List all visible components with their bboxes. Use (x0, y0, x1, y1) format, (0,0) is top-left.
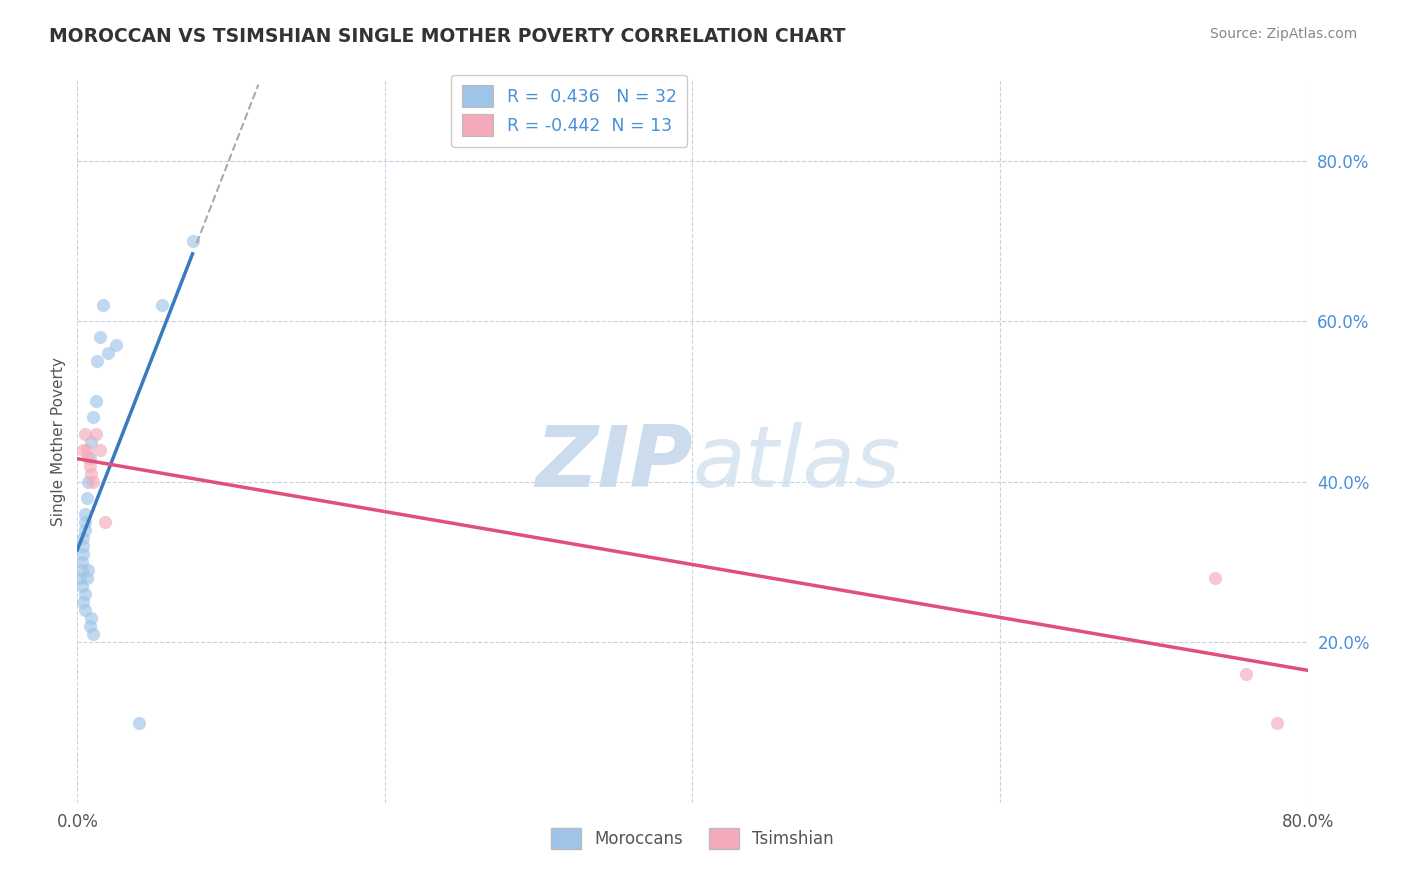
Point (1234, 667, 1257, 681)
Point (86, 354, 108, 368)
Point (80, 434, 103, 449)
Text: MOROCCAN VS TSIMSHIAN SINGLE MOTHER POVERTY CORRELATION CHART: MOROCCAN VS TSIMSHIAN SINGLE MOTHER POVE… (49, 27, 846, 45)
Point (72, 442, 94, 457)
Point (72, 547, 94, 561)
Point (72, 531, 94, 545)
Point (84, 394, 107, 409)
Point (79, 450, 101, 465)
Point (1204, 571, 1226, 585)
Point (93, 298, 115, 312)
Point (1265, 715, 1288, 730)
Point (181, 234, 204, 248)
Point (73, 507, 96, 521)
Point (73, 603, 96, 617)
Point (79, 619, 101, 633)
Point (77, 450, 100, 465)
Point (70, 579, 93, 593)
Point (77, 475, 100, 489)
Y-axis label: Single Mother Poverty: Single Mother Poverty (51, 357, 66, 526)
Point (89, 442, 111, 457)
Point (73, 523, 96, 537)
Point (97, 346, 120, 360)
Text: Source: ZipAtlas.com: Source: ZipAtlas.com (1209, 27, 1357, 41)
Point (82, 410, 104, 425)
Point (128, 715, 150, 730)
Point (82, 475, 104, 489)
Point (150, 298, 173, 312)
Point (79, 458, 101, 473)
Point (76, 491, 98, 505)
Point (77, 563, 100, 577)
Point (70, 555, 93, 569)
Text: atlas: atlas (693, 422, 900, 505)
Point (80, 611, 103, 625)
Point (89, 330, 111, 344)
Point (72, 539, 94, 553)
Point (72, 595, 94, 609)
Legend: Moroccans, Tsimshian: Moroccans, Tsimshian (544, 822, 841, 856)
Point (76, 442, 98, 457)
Point (73, 587, 96, 601)
Point (73, 515, 96, 529)
Point (69, 571, 91, 585)
Point (70, 563, 93, 577)
Point (84, 426, 107, 441)
Point (94, 515, 117, 529)
Point (80, 467, 103, 481)
Point (82, 627, 104, 641)
Point (104, 338, 127, 352)
Text: ZIP: ZIP (534, 422, 693, 505)
Point (73, 426, 96, 441)
Point (76, 571, 98, 585)
